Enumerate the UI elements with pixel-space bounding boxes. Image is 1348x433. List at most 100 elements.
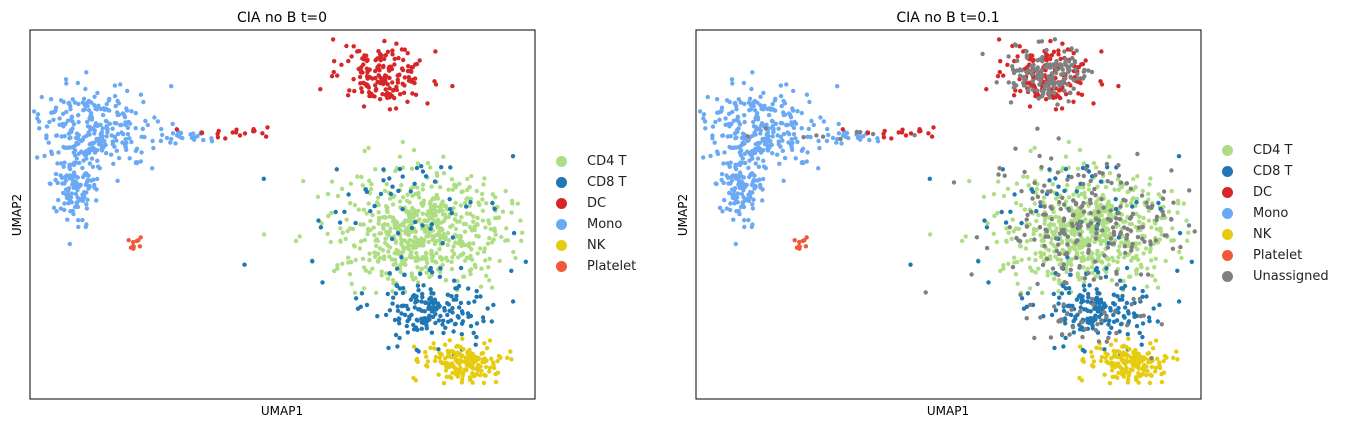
data-point (64, 145, 70, 150)
data-point (415, 161, 421, 166)
data-point (335, 266, 340, 271)
data-point (1089, 69, 1095, 75)
data-point (416, 242, 422, 248)
data-point (738, 184, 743, 190)
data-point (1116, 173, 1122, 178)
data-point (474, 188, 479, 194)
data-point (1102, 310, 1107, 315)
data-point (347, 88, 352, 93)
data-point (377, 255, 383, 261)
data-point (1132, 355, 1137, 360)
data-point (115, 131, 121, 137)
data-point (383, 53, 388, 58)
data-point (453, 240, 458, 245)
data-point (730, 145, 736, 150)
data-point (1094, 224, 1099, 229)
data-point (119, 122, 124, 128)
data-point (474, 334, 479, 340)
data-point (1066, 99, 1071, 104)
data-point (459, 243, 464, 249)
data-point (457, 181, 462, 186)
data-point (465, 311, 471, 316)
data-point (47, 119, 52, 125)
data-point (406, 242, 412, 248)
data-point (1078, 309, 1083, 314)
data-point (838, 136, 843, 142)
data-point (76, 184, 82, 190)
data-point (839, 141, 844, 146)
data-point (1050, 77, 1055, 83)
data-point (410, 193, 415, 198)
data-point (1059, 106, 1065, 111)
data-point (432, 207, 438, 213)
data-point (498, 355, 503, 360)
data-point (751, 197, 756, 202)
data-point (1062, 202, 1067, 207)
data-point (37, 126, 42, 131)
data-point (85, 124, 91, 129)
data-point (1017, 44, 1022, 49)
data-point (462, 229, 468, 234)
data-point (1028, 302, 1033, 307)
data-point (450, 83, 455, 89)
data-point (1116, 187, 1121, 192)
data-point (397, 166, 403, 172)
data-point (388, 191, 394, 197)
data-point (816, 138, 821, 144)
data-point (1146, 191, 1151, 197)
data-point (755, 156, 761, 161)
data-point (452, 278, 457, 283)
data-point (1022, 169, 1027, 175)
legend-marker (1222, 187, 1233, 198)
data-point (1036, 39, 1041, 44)
data-point (1021, 174, 1026, 179)
data-point (1053, 254, 1058, 259)
legend-item: Platelet (556, 256, 636, 277)
data-point (376, 221, 381, 226)
data-point (380, 92, 385, 97)
data-point (471, 241, 476, 246)
data-point (133, 148, 139, 153)
data-point (437, 355, 442, 360)
data-point (360, 183, 365, 188)
data-point (394, 84, 399, 90)
data-point (1142, 362, 1147, 368)
data-point (834, 140, 839, 145)
data-point (1134, 323, 1140, 329)
data-point (399, 182, 404, 188)
data-point (87, 150, 92, 156)
data-point (1032, 335, 1037, 341)
data-point (1187, 188, 1192, 193)
data-point (1002, 173, 1007, 178)
data-point (697, 109, 703, 114)
data-point (1093, 236, 1099, 241)
data-point (441, 330, 446, 336)
data-point (881, 135, 887, 140)
data-point (170, 121, 175, 127)
data-point (1128, 359, 1133, 364)
data-point (436, 318, 442, 323)
data-point (1064, 269, 1069, 275)
data-point (127, 121, 133, 126)
data-point (1056, 136, 1061, 141)
data-point (750, 202, 755, 207)
data-point (397, 321, 402, 326)
data-point (424, 234, 429, 239)
data-point (728, 207, 733, 213)
data-point (1138, 262, 1144, 267)
data-point (1107, 171, 1113, 176)
data-point (1115, 349, 1120, 354)
data-point (451, 182, 457, 188)
data-point (421, 243, 426, 248)
data-point (134, 238, 140, 244)
data-point (1058, 218, 1063, 223)
data-point (509, 210, 514, 215)
data-point (1086, 68, 1091, 73)
data-point (1059, 238, 1064, 244)
data-point (488, 226, 493, 232)
data-point (1070, 223, 1075, 229)
data-point (112, 120, 118, 126)
data-point (1003, 220, 1009, 225)
data-point (1008, 209, 1013, 214)
data-point (1123, 250, 1128, 256)
